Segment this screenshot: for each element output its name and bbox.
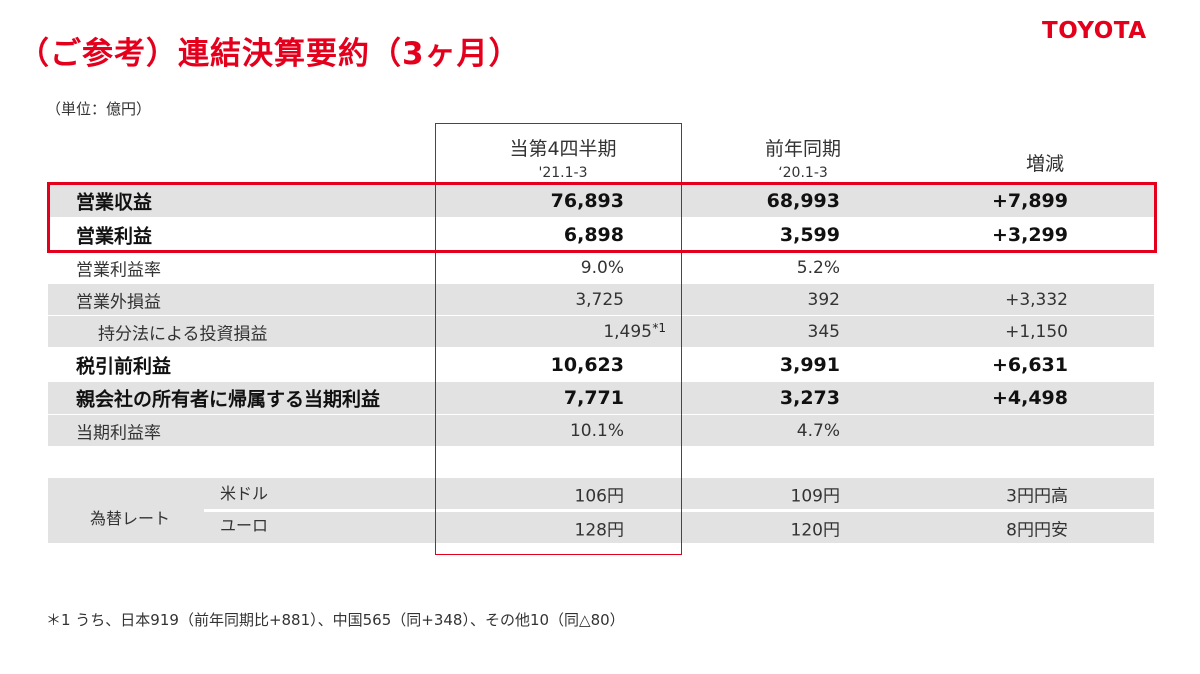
column-header-prior: 前年同期 ‘20.1-3 bbox=[718, 134, 888, 181]
value-prior: 345 bbox=[807, 321, 840, 342]
table-row-operating-income: 営業利益 6,898 3,599 +3,299 bbox=[48, 219, 1154, 251]
value-prior: 392 bbox=[807, 289, 840, 310]
value-current: 128円 bbox=[574, 520, 624, 540]
row-label: 持分法による投資損益 bbox=[98, 324, 268, 344]
column-header-prior-title: 前年同期 bbox=[764, 138, 841, 160]
value-current: 9.0% bbox=[580, 257, 624, 278]
value-prior: 3,273 bbox=[779, 387, 840, 409]
unit-label: （単位：億円） bbox=[46, 100, 152, 118]
fx-rate-label: 為替レート bbox=[90, 509, 171, 528]
footnote: ＊1 うち、日本919（前年同期比+881）、中国565（同+348）、その他1… bbox=[46, 611, 625, 629]
page-title: （ご参考）連結決算要約（3ヶ月） bbox=[18, 36, 521, 72]
value-current: 6,898 bbox=[563, 224, 624, 246]
value-current: 10,623 bbox=[550, 354, 624, 376]
toyota-logo: TOYOTA bbox=[1042, 18, 1147, 44]
column-header-prior-period: ‘20.1-3 bbox=[778, 165, 828, 181]
value-prior: 3,991 bbox=[779, 354, 840, 376]
value-prior: 5.2% bbox=[796, 257, 840, 278]
value-current: 106円 bbox=[574, 486, 624, 506]
value-prior: 3,599 bbox=[779, 224, 840, 246]
column-header-current-period: '21.1-3 bbox=[538, 165, 588, 181]
value-change: +3,332 bbox=[1005, 289, 1068, 310]
row-label: 営業外損益 bbox=[76, 292, 161, 312]
value-prior: 120円 bbox=[790, 520, 840, 540]
row-label: 税引前利益 bbox=[76, 355, 172, 378]
fx-row-eur: ユーロ 128円 120円 8円円安 bbox=[48, 512, 1154, 543]
value-change: 3円円高 bbox=[1006, 486, 1068, 506]
row-label: 営業利益 bbox=[76, 225, 153, 248]
value-change: +1,150 bbox=[1005, 321, 1068, 342]
column-header-current: 当第4四半期 '21.1-3 bbox=[478, 134, 648, 181]
value-change: +4,498 bbox=[991, 387, 1068, 409]
table-row-operating-revenue: 営業収益 76,893 68,993 +7,899 bbox=[48, 185, 1154, 217]
value-current: 10.1% bbox=[569, 420, 624, 441]
column-header-change-title: 増減 bbox=[1025, 153, 1064, 175]
value-prior: 4.7% bbox=[796, 420, 840, 441]
value-current: 3,725 bbox=[575, 289, 624, 310]
value-change: +6,631 bbox=[991, 354, 1068, 376]
value-prior: 109円 bbox=[790, 486, 840, 506]
value-change: +7,899 bbox=[991, 190, 1068, 212]
value-prior: 68,993 bbox=[766, 190, 840, 212]
value-current: 7,771 bbox=[563, 387, 624, 409]
value-change: +3,299 bbox=[991, 224, 1068, 246]
footnote-marker: *1 bbox=[652, 321, 666, 336]
column-header-change: 増減 bbox=[960, 149, 1130, 176]
currency-label: 米ドル bbox=[220, 483, 269, 503]
highlight-column-current-quarter bbox=[435, 123, 682, 555]
column-header-current-title: 当第4四半期 bbox=[509, 138, 617, 160]
fx-divider bbox=[204, 509, 1154, 512]
table-row-operating-margin: 営業利益率 9.0% 5.2% bbox=[48, 252, 1154, 283]
fx-row-usd: 米ドル 106円 109円 3円円高 bbox=[48, 478, 1154, 509]
row-label: 親会社の所有者に帰属する当期利益 bbox=[76, 388, 381, 411]
table-row-pretax-income: 税引前利益 10,623 3,991 +6,631 bbox=[48, 349, 1154, 381]
value-change: 8円円安 bbox=[1006, 520, 1068, 540]
row-label: 営業収益 bbox=[76, 191, 153, 214]
currency-label: ユーロ bbox=[220, 516, 269, 536]
table-row-net-income: 親会社の所有者に帰属する当期利益 7,771 3,273 +4,498 bbox=[48, 382, 1154, 414]
row-label: 営業利益率 bbox=[76, 260, 161, 280]
table-row-net-margin: 当期利益率 10.1% 4.7% bbox=[48, 415, 1154, 446]
table-row-non-operating: 営業外損益 3,725 392 +3,332 bbox=[48, 284, 1154, 315]
row-label: 当期利益率 bbox=[76, 423, 161, 443]
highlight-box-key-rows bbox=[47, 182, 1157, 253]
table-row-equity-method: 持分法による投資損益 1,495 *1 345 +1,150 bbox=[48, 316, 1154, 347]
value-current: 1,495 bbox=[603, 321, 652, 342]
value-current: 76,893 bbox=[550, 190, 624, 212]
